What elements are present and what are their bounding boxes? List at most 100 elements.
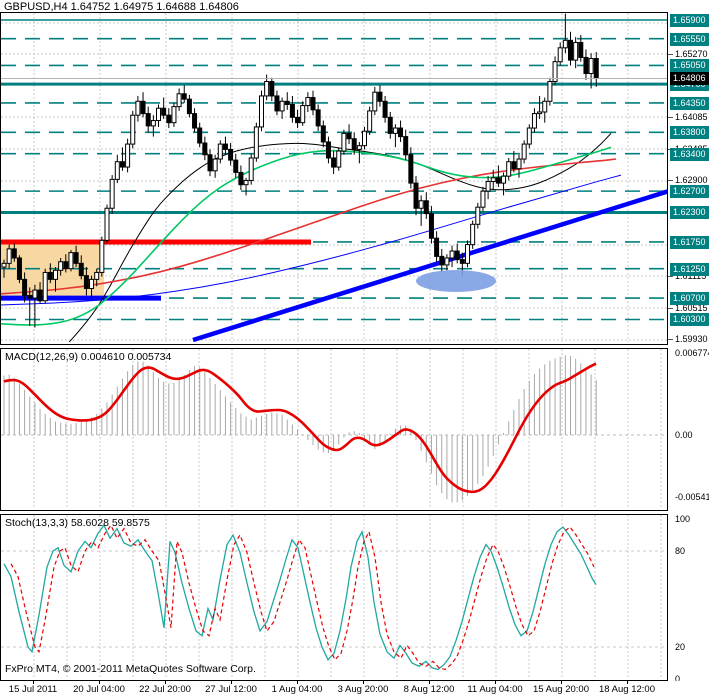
candle <box>156 107 161 122</box>
price-level-badge: 1.61250 <box>670 263 709 276</box>
candle <box>22 278 28 296</box>
candle <box>171 106 177 124</box>
candle <box>470 223 476 246</box>
price-tick-mark <box>668 180 673 181</box>
candle <box>228 148 234 161</box>
copyright-text: FxPro MT4, © 2001-2011 MetaQuotes Softwa… <box>5 663 256 675</box>
candle <box>295 116 301 124</box>
macd-axis-label: -0.005416 <box>675 492 709 502</box>
time-tick-mark <box>297 681 298 684</box>
time-axis-label: 15 Aug 20:00 <box>533 684 589 695</box>
price-level-badge: 1.62300 <box>670 206 709 219</box>
macd-chart[interactable] <box>1 349 667 508</box>
candlestick-chart[interactable] <box>1 13 667 342</box>
candle <box>547 81 553 102</box>
price-level-badge: 1.65900 <box>670 14 709 27</box>
candle <box>387 116 393 134</box>
candle <box>372 91 378 112</box>
macd-label: MACD(12,26,9) 0.004610 0.005734 <box>5 351 172 363</box>
candle <box>176 93 182 108</box>
candle <box>1 262 7 268</box>
candle <box>588 58 594 74</box>
candle <box>449 250 455 259</box>
stoch-k-line <box>3 524 597 671</box>
candle <box>562 39 568 49</box>
candle <box>259 95 264 128</box>
stoch-axis-label: 100 <box>675 514 691 524</box>
candle <box>367 110 373 132</box>
candle <box>140 100 146 115</box>
candle <box>403 136 409 156</box>
candle <box>423 200 429 215</box>
candle <box>233 159 239 173</box>
candle <box>356 145 362 150</box>
candle <box>336 150 342 168</box>
stoch-chart[interactable] <box>1 515 667 678</box>
candle <box>207 154 213 172</box>
candle <box>89 278 95 289</box>
candle <box>11 248 17 259</box>
candle <box>454 250 460 261</box>
candle <box>289 103 295 118</box>
time-tick-mark <box>429 681 430 684</box>
candle <box>16 257 22 280</box>
candle <box>73 252 79 264</box>
candle <box>99 239 105 273</box>
candle <box>114 161 120 180</box>
price-level-badge: 1.65050 <box>670 59 709 72</box>
time-tick-mark <box>231 681 232 684</box>
time-tick-mark <box>33 681 34 684</box>
price-level-badge: 1.63400 <box>670 148 709 161</box>
candle <box>192 113 198 129</box>
candle <box>475 206 481 225</box>
candle <box>490 177 496 183</box>
stoch-axis-label: 20 <box>675 642 686 652</box>
trendline-touch-ellipse[interactable] <box>416 270 496 292</box>
stoch-panel[interactable]: Stoch(13,3,3) 58.6028 59.8575 <box>0 514 668 681</box>
macd-signal-line <box>3 362 597 494</box>
candle <box>315 109 321 127</box>
candle <box>573 41 579 61</box>
price-tick-mark <box>668 339 673 340</box>
candle <box>63 261 69 270</box>
main-chart-panel[interactable] <box>0 12 668 345</box>
candle <box>145 113 151 127</box>
candle <box>104 207 110 241</box>
candle <box>58 261 64 271</box>
candle <box>444 257 450 266</box>
candle <box>413 182 419 209</box>
candle <box>531 113 537 129</box>
candle <box>542 100 548 113</box>
candle <box>109 178 115 209</box>
stoch-axis-label: 0 <box>675 674 681 684</box>
time-tick-mark <box>495 681 496 684</box>
candle <box>68 252 74 270</box>
price-tick-label: 1.61115 <box>675 271 707 281</box>
candle <box>325 141 331 159</box>
price-axis: 1.652701.640851.634851.629001.611151.605… <box>668 0 709 684</box>
candle <box>583 56 589 74</box>
stoch-axis-label: 80 <box>675 546 686 556</box>
candle <box>300 105 306 124</box>
candle <box>526 127 532 145</box>
candle <box>78 262 84 277</box>
candle <box>428 213 434 239</box>
candle <box>398 127 404 138</box>
price-level-badge: 1.64350 <box>670 97 709 110</box>
time-axis-label: 20 Jul 04:00 <box>73 684 125 695</box>
ascending-trendline[interactable] <box>192 189 667 342</box>
ma-red-line <box>1 158 617 295</box>
macd-axis-label: 0.006774 <box>675 348 709 358</box>
time-tick-mark <box>627 681 628 684</box>
candle <box>238 171 244 186</box>
candle <box>501 175 507 184</box>
candle <box>284 100 290 105</box>
candle <box>135 100 141 116</box>
candle <box>161 107 167 116</box>
candle <box>217 143 223 160</box>
macd-panel[interactable]: MACD(12,26,9) 0.004610 0.005734 <box>0 348 668 511</box>
price-tick-mark <box>668 308 673 309</box>
current-price-badge: 1.64806 <box>670 72 709 85</box>
macd-histogram <box>3 355 597 503</box>
